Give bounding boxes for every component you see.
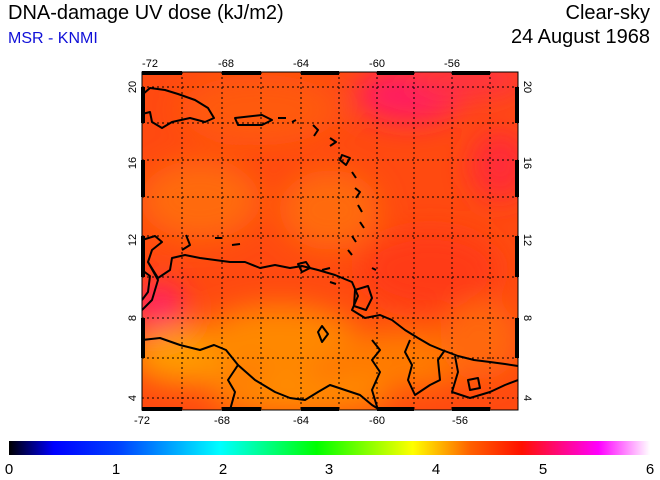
lat-tick-label: 20 — [127, 81, 139, 93]
lon-tick-label: -68 — [218, 58, 234, 70]
map-frame — [141, 71, 519, 411]
colorbar-label: 3 — [325, 461, 333, 478]
colorbar-label: 4 — [432, 461, 440, 478]
uv-field — [142, 72, 518, 410]
sky-condition-label: Clear-sky — [565, 2, 650, 24]
lon-tick-label: -56 — [444, 58, 460, 70]
colorbar-label: 1 — [112, 461, 120, 478]
lon-tick-label: -60 — [369, 58, 385, 70]
lon-ticks-bottom: -72 -68 -64 -60 -56 — [134, 415, 468, 427]
map-title: DNA-damage UV dose (kJ/m2) — [8, 2, 284, 24]
lat-tick-label: 12 — [521, 234, 533, 246]
lat-tick-label: 20 — [521, 81, 533, 93]
lon-tick-label: -64 — [293, 58, 309, 70]
graticule — [142, 72, 518, 410]
lon-tick-label: -64 — [293, 415, 309, 427]
lon-tick-label: -56 — [452, 415, 468, 427]
colorbar-label: 5 — [539, 461, 547, 478]
lat-tick-label: 8 — [521, 315, 533, 321]
lat-ticks-left: 4 8 12 16 20 — [127, 81, 139, 401]
lon-ticks-top: -72 -68 -64 -60 -56 — [142, 58, 460, 70]
lat-tick-label: 12 — [127, 234, 139, 246]
colorbar-label: 2 — [219, 461, 227, 478]
lon-tick-label: -68 — [214, 415, 230, 427]
lat-tick-label: 4 — [127, 395, 139, 401]
lon-tick-label: -72 — [142, 58, 158, 70]
lat-ticks-right: 4 8 12 16 20 — [521, 81, 533, 401]
colorbar-gradient — [9, 441, 650, 455]
date-label: 24 August 1968 — [510, 26, 650, 48]
colorbar-label: 6 — [646, 461, 654, 478]
lat-tick-label: 16 — [127, 157, 139, 169]
lon-tick-label: -72 — [134, 415, 150, 427]
lon-tick-label: -60 — [369, 415, 385, 427]
lat-tick-label: 16 — [521, 157, 533, 169]
credit-label: MSR - KNMI — [8, 30, 98, 47]
colorbar: 0 1 2 3 4 5 6 — [5, 441, 654, 478]
colorbar-label: 0 — [5, 461, 13, 478]
lat-tick-label: 4 — [521, 395, 533, 401]
lat-tick-label: 8 — [127, 315, 139, 321]
